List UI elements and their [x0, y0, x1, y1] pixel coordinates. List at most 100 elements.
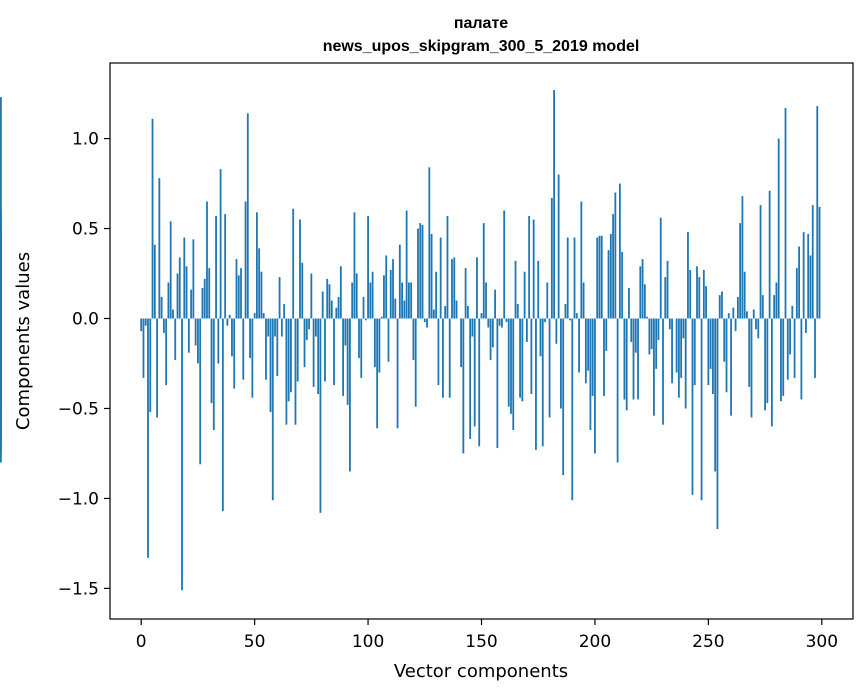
bar: [525, 318, 528, 342]
bar: [811, 205, 814, 319]
bar: [705, 286, 707, 319]
bar: [675, 318, 678, 373]
x-axis-label: Vector components: [394, 661, 568, 682]
bar: [748, 318, 751, 387]
bar: [761, 295, 764, 319]
bar: [625, 318, 628, 411]
bar: [503, 210, 506, 319]
bar: [355, 273, 358, 319]
bar: [668, 318, 671, 330]
bar: [548, 318, 551, 418]
y-tick-label: 1.0: [72, 130, 99, 150]
bar: [550, 197, 553, 319]
bar: [153, 244, 156, 319]
bar: [353, 212, 356, 319]
bar: [659, 217, 662, 319]
bar: [544, 318, 546, 323]
bar: [278, 277, 281, 319]
bar: [260, 271, 263, 319]
bar: [333, 318, 335, 386]
bar: [800, 318, 803, 400]
bar: [290, 318, 292, 393]
bar: [603, 318, 605, 396]
bar: [432, 309, 435, 319]
bar: [471, 318, 474, 337]
bar: [237, 275, 240, 319]
bar: [328, 284, 331, 319]
bar: [174, 318, 177, 360]
bar: [249, 318, 251, 359]
bar: [739, 223, 742, 319]
bar: [507, 318, 510, 407]
bar: [641, 259, 644, 319]
bar: [491, 318, 494, 348]
bar: [403, 300, 406, 319]
bar: [321, 291, 324, 319]
bar: [308, 318, 310, 330]
bar: [755, 318, 757, 330]
bar: [716, 318, 719, 530]
bar: [0, 97, 2, 319]
bar: [793, 318, 796, 378]
bar: [430, 233, 433, 319]
y-axis-label: Components values: [13, 252, 34, 430]
bar: [795, 268, 798, 319]
bar: [346, 318, 349, 405]
bar: [714, 318, 717, 472]
bar: [807, 233, 810, 319]
bar: [655, 318, 658, 369]
bar: [587, 318, 590, 371]
bar: [181, 318, 183, 591]
bar: [591, 318, 594, 396]
bar: [421, 224, 424, 319]
bar: [242, 318, 245, 380]
bar: [727, 313, 730, 319]
bar: [274, 318, 276, 337]
bar: [351, 282, 354, 319]
bar: [401, 282, 403, 319]
bar: [700, 318, 703, 501]
bar: [752, 309, 755, 319]
bar: [600, 235, 603, 319]
bar: [376, 318, 379, 429]
x-tick-label: 250: [692, 632, 724, 652]
bars-group: [0, 89, 821, 591]
bar: [283, 304, 286, 319]
bar: [653, 318, 655, 416]
bar: [764, 318, 766, 411]
bar: [212, 318, 215, 431]
bar: [453, 257, 456, 319]
bar: [269, 318, 272, 413]
x-tick-label: 50: [244, 632, 266, 652]
bar: [553, 89, 555, 319]
bar: [165, 318, 168, 386]
y-tick-label: −1.5: [58, 579, 99, 599]
bar: [773, 295, 776, 319]
bar: [240, 268, 242, 319]
bar: [523, 271, 526, 319]
bar: [510, 318, 512, 414]
bar: [671, 318, 673, 384]
bar: [317, 318, 320, 395]
bar: [609, 233, 612, 319]
bar: [528, 215, 531, 319]
bar: [809, 255, 812, 319]
bar: [650, 318, 653, 350]
bar: [244, 201, 247, 319]
bar: [521, 318, 524, 402]
bar: [702, 269, 705, 319]
bar: [498, 318, 501, 326]
bar: [575, 313, 578, 319]
bar: [280, 318, 283, 337]
bar: [571, 318, 574, 501]
bar: [546, 282, 549, 319]
bar: [194, 318, 197, 346]
bar: [178, 257, 181, 319]
bar: [514, 260, 517, 319]
bar: [371, 271, 374, 319]
bar: [255, 212, 258, 319]
bar: [646, 316, 649, 319]
bar: [662, 318, 664, 425]
bar: [541, 318, 544, 447]
bar: [398, 244, 401, 319]
